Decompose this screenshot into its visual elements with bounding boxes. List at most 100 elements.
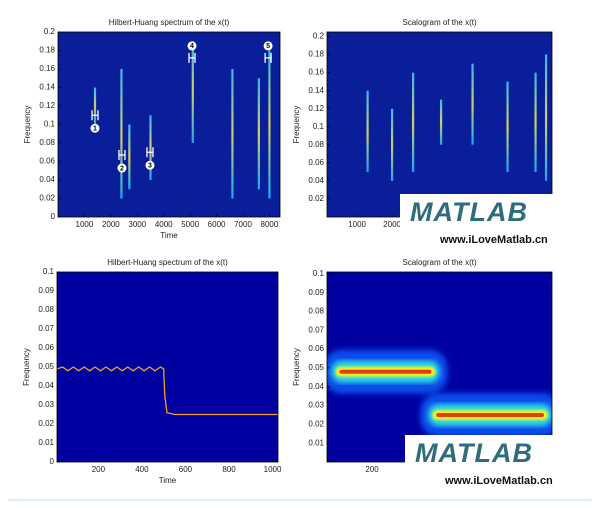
y-tick-label: 0.1: [44, 120, 56, 129]
y-tick-label: 0.08: [308, 307, 324, 316]
y-tick-label: 0.06: [308, 158, 324, 167]
y-tick-label: 0.01: [38, 438, 54, 447]
y-tick-label: 0.09: [38, 286, 54, 295]
plot-area: [58, 32, 280, 217]
x-tick-label: 6000: [208, 220, 226, 229]
annotation-badge: [145, 160, 155, 170]
y-tick-label: 0.14: [308, 86, 324, 95]
y-tick-label: 0.12: [308, 104, 324, 113]
watermark: MATLAB www.iLoveMatlab.cn: [405, 435, 585, 493]
band: [420, 392, 552, 437]
y-tick-label: 0.04: [308, 176, 324, 185]
plot-content: [366, 54, 548, 181]
annotation-marker: [146, 147, 154, 158]
x-tick-label: 1000: [264, 465, 282, 474]
plot-content: [327, 349, 552, 437]
x-tick-label: 7000: [234, 220, 252, 229]
y-tick-label: 0.08: [38, 305, 54, 314]
y-tick-label: 0.08: [39, 138, 55, 147]
y-tick-label: 0.06: [308, 344, 324, 353]
band: [327, 349, 448, 394]
x-tick-label: 200: [365, 465, 379, 474]
y-tick-label: 0.06: [39, 157, 55, 166]
x-axis-label: Time: [160, 231, 178, 240]
y-tick-label: 0.12: [39, 101, 55, 110]
x-tick-label: 4000: [155, 220, 173, 229]
watermark: MATLAB www.iLoveMatlab.cn: [400, 194, 580, 252]
y-tick-label: 0.03: [308, 401, 324, 410]
y-tick-label: 0.02: [39, 194, 55, 203]
y-tick-label: 0.04: [308, 382, 324, 391]
annotation-badge: [263, 41, 273, 51]
y-tick-label: 0.08: [308, 140, 324, 149]
watermark-bg: [405, 435, 585, 493]
y-tick-label: 0.05: [308, 363, 324, 372]
watermark-logo: MATLAB: [410, 197, 528, 227]
x-tick-label: 8000: [261, 220, 279, 229]
plot-area: [327, 32, 552, 217]
y-tick-label: 0.04: [39, 175, 55, 184]
y-tick-label: 0.2: [313, 32, 325, 41]
y-tick-label: 0.06: [38, 343, 54, 352]
annotation-marker: [91, 110, 99, 121]
y-tick-label: 0.05: [38, 362, 54, 371]
band-core: [436, 412, 544, 417]
watermark-bg: [400, 194, 580, 252]
y-tick-label: 0.2: [44, 27, 56, 36]
x-tick-label: 600: [179, 465, 193, 474]
chart-title: Scalogram of the x(t): [402, 18, 477, 27]
watermark-logo: MATLAB: [415, 438, 533, 468]
chart-title: Hilbert-Huang spectrum of the x(t): [107, 258, 228, 267]
x-tick-label: 3000: [128, 220, 146, 229]
annotation-badge: [117, 163, 127, 173]
annotation-marker: [188, 52, 196, 63]
y-tick-label: 0.1: [313, 122, 325, 131]
x-tick-label: 400: [135, 465, 149, 474]
y-tick-label: 0.03: [38, 400, 54, 409]
annotation-label: 4: [190, 43, 194, 50]
chart-title: Scalogram of the x(t): [402, 258, 477, 267]
annotation-badge: [187, 41, 197, 51]
annotation-marker: [264, 52, 272, 63]
y-axis-label: Frequency: [292, 348, 301, 386]
watermark-url: www.iLoveMatlab.cn: [439, 234, 548, 246]
plot-area: [57, 272, 278, 462]
plot-content: [57, 366, 278, 416]
y-tick-label: 0: [51, 212, 56, 221]
y-tick-label: 0.04: [38, 381, 54, 390]
annotation-label: 1: [93, 126, 97, 133]
y-tick-label: 0.02: [308, 419, 324, 428]
y-tick-label: 0.09: [308, 288, 324, 297]
annotation-label: 3: [148, 163, 152, 170]
y-axis-label: Frequency: [292, 106, 301, 144]
x-tick-label: 800: [222, 465, 236, 474]
y-axis-label: Frequency: [23, 106, 32, 144]
chart-title: Hilbert-Huang spectrum of the x(t): [109, 18, 230, 27]
x-axis-label: Time: [159, 476, 177, 485]
x-tick-label: 1000: [348, 220, 366, 229]
y-tick-label: 0: [50, 457, 55, 466]
annotation-label: 5: [266, 43, 270, 50]
y-tick-label: 0.14: [39, 83, 55, 92]
plot-content: 1 2 3 4 5: [90, 41, 273, 199]
x-tick-label: 2000: [383, 220, 401, 229]
x-tick-label: 200: [92, 465, 106, 474]
watermark-url: www.iLoveMatlab.cn: [444, 475, 553, 487]
y-tick-label: 0.16: [39, 64, 55, 73]
y-tick-label: 0.07: [308, 325, 324, 334]
x-tick-label: 2000: [102, 220, 120, 229]
annotation-badge: [90, 123, 100, 133]
annotation-label: 2: [120, 165, 124, 172]
y-axis-label: Frequency: [22, 348, 31, 386]
y-tick-label: 0.1: [313, 269, 325, 278]
y-tick-label: 0.16: [308, 68, 324, 77]
y-tick-label: 0.07: [38, 324, 54, 333]
x-tick-label: 1000: [76, 220, 94, 229]
annotation-marker: [118, 150, 126, 161]
y-tick-label: 0.18: [308, 50, 324, 59]
y-tick-label: 0.01: [308, 438, 324, 447]
y-tick-label: 0.02: [308, 194, 324, 203]
band-core: [339, 369, 432, 374]
y-tick-label: 0.02: [38, 419, 54, 428]
